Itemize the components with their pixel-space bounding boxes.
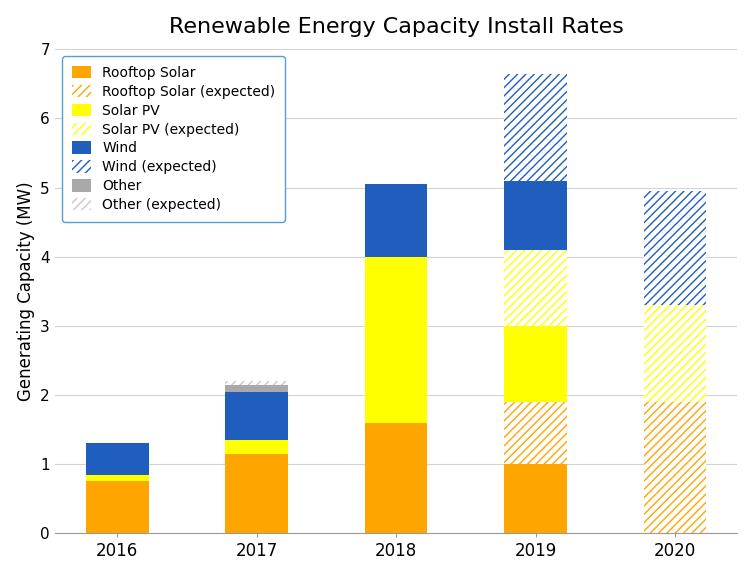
- Bar: [86, 444, 149, 474]
- Bar: [644, 402, 706, 533]
- Y-axis label: Generating Capacity (MW): Generating Capacity (MW): [17, 182, 35, 401]
- Bar: [644, 191, 706, 305]
- Bar: [86, 474, 149, 481]
- Bar: [504, 250, 567, 326]
- Bar: [504, 402, 567, 464]
- Bar: [644, 402, 706, 533]
- Bar: [504, 73, 567, 181]
- Bar: [225, 392, 288, 440]
- Bar: [504, 250, 567, 326]
- Bar: [504, 73, 567, 181]
- Bar: [225, 381, 288, 385]
- Bar: [644, 305, 706, 402]
- Legend: Rooftop Solar, Rooftop Solar (expected), Solar PV, Solar PV (expected), Wind, Wi: Rooftop Solar, Rooftop Solar (expected),…: [62, 57, 285, 222]
- Bar: [365, 423, 428, 533]
- Bar: [225, 385, 288, 392]
- Bar: [504, 464, 567, 533]
- Bar: [365, 257, 428, 423]
- Bar: [504, 326, 567, 402]
- Bar: [225, 440, 288, 454]
- Bar: [365, 184, 428, 257]
- Bar: [504, 402, 567, 464]
- Title: Renewable Energy Capacity Install Rates: Renewable Energy Capacity Install Rates: [169, 17, 624, 37]
- Bar: [644, 191, 706, 305]
- Bar: [225, 381, 288, 385]
- Bar: [644, 305, 706, 402]
- Bar: [86, 481, 149, 533]
- Bar: [225, 454, 288, 533]
- Bar: [504, 181, 567, 250]
